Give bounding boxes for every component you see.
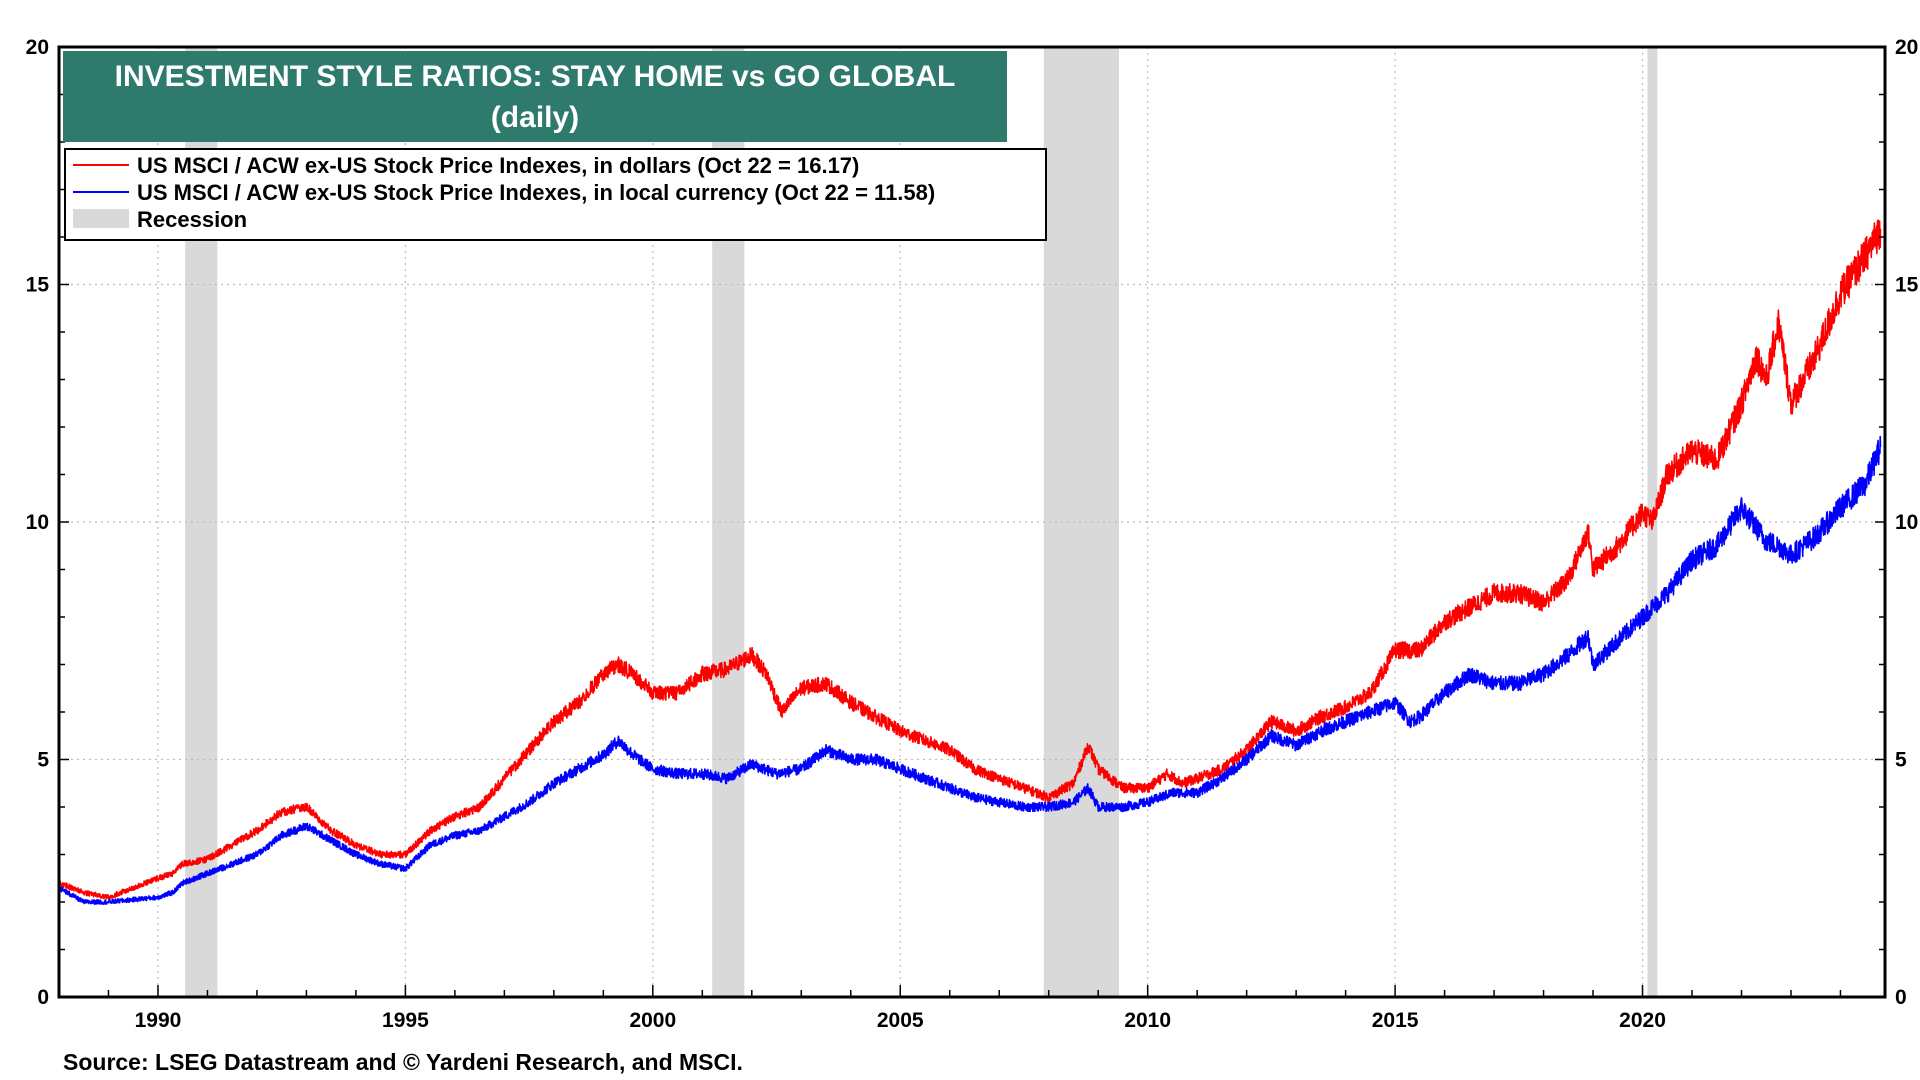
gridlines bbox=[59, 47, 1885, 997]
x-tick-label-2005: 2005 bbox=[877, 1009, 924, 1032]
x-tick-label-2000: 2000 bbox=[629, 1009, 676, 1032]
x-tick-label-1990: 1990 bbox=[135, 1009, 182, 1032]
legend-label-red: US MSCI / ACW ex-US Stock Price Indexes,… bbox=[137, 153, 859, 178]
x-tick-label-2010: 2010 bbox=[1124, 1009, 1171, 1032]
series-line-local-currency bbox=[58, 435, 1882, 906]
y-tick-label-left-10: 10 bbox=[26, 511, 49, 534]
y-tick-label-right-20: 20 bbox=[1895, 36, 1918, 59]
y-tick-label-right-5: 5 bbox=[1895, 749, 1907, 772]
x-tick-label-2015: 2015 bbox=[1372, 1009, 1419, 1032]
y-tick-label-right-15: 15 bbox=[1895, 274, 1919, 297]
source-note: Source: LSEG Datastream and © Yardeni Re… bbox=[63, 1049, 743, 1075]
y-tick-label-left-0: 0 bbox=[37, 986, 49, 1009]
title-box: INVESTMENT STYLE RATIOS: STAY HOME vs GO… bbox=[63, 51, 1007, 142]
series-line-dollars bbox=[58, 219, 1882, 900]
legend-swatch-recession bbox=[73, 209, 129, 228]
series-lines bbox=[58, 219, 1882, 906]
x-tick-label-2020: 2020 bbox=[1619, 1009, 1666, 1032]
legend-label-blue: US MSCI / ACW ex-US Stock Price Indexes,… bbox=[137, 180, 935, 205]
y-tick-label-right-0: 0 bbox=[1895, 986, 1907, 1009]
x-tick-label-1995: 1995 bbox=[382, 1009, 429, 1032]
y-tick-label-left-20: 20 bbox=[26, 36, 49, 59]
legend-label-recession: Recession bbox=[137, 207, 247, 232]
chart-subtitle: (daily) bbox=[491, 101, 579, 134]
y-tick-label-left-5: 5 bbox=[37, 749, 49, 772]
chart-title: INVESTMENT STYLE RATIOS: STAY HOME vs GO… bbox=[115, 60, 956, 93]
y-tick-label-right-10: 10 bbox=[1895, 511, 1918, 534]
legend: US MSCI / ACW ex-US Stock Price Indexes,… bbox=[64, 148, 1047, 241]
legend-box bbox=[64, 148, 1047, 241]
title-background bbox=[63, 51, 1007, 142]
y-tick-label-left-15: 15 bbox=[26, 274, 50, 297]
